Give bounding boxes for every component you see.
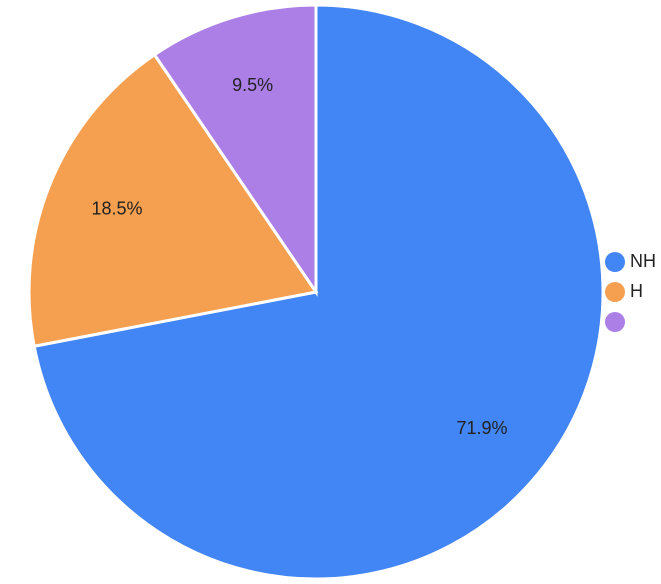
pie-slice [27,52,319,349]
legend-label: NH [630,251,656,271]
pie-slice [32,3,605,581]
legend-marker [605,312,625,332]
pie-slice [152,3,318,297]
slice-label: 18.5% [92,199,143,219]
slice-label: 9.5% [232,75,273,95]
legend-label: H [630,281,643,301]
slice-label: 71.9% [456,418,507,438]
legend-marker [605,282,625,302]
legend-marker [605,252,625,272]
